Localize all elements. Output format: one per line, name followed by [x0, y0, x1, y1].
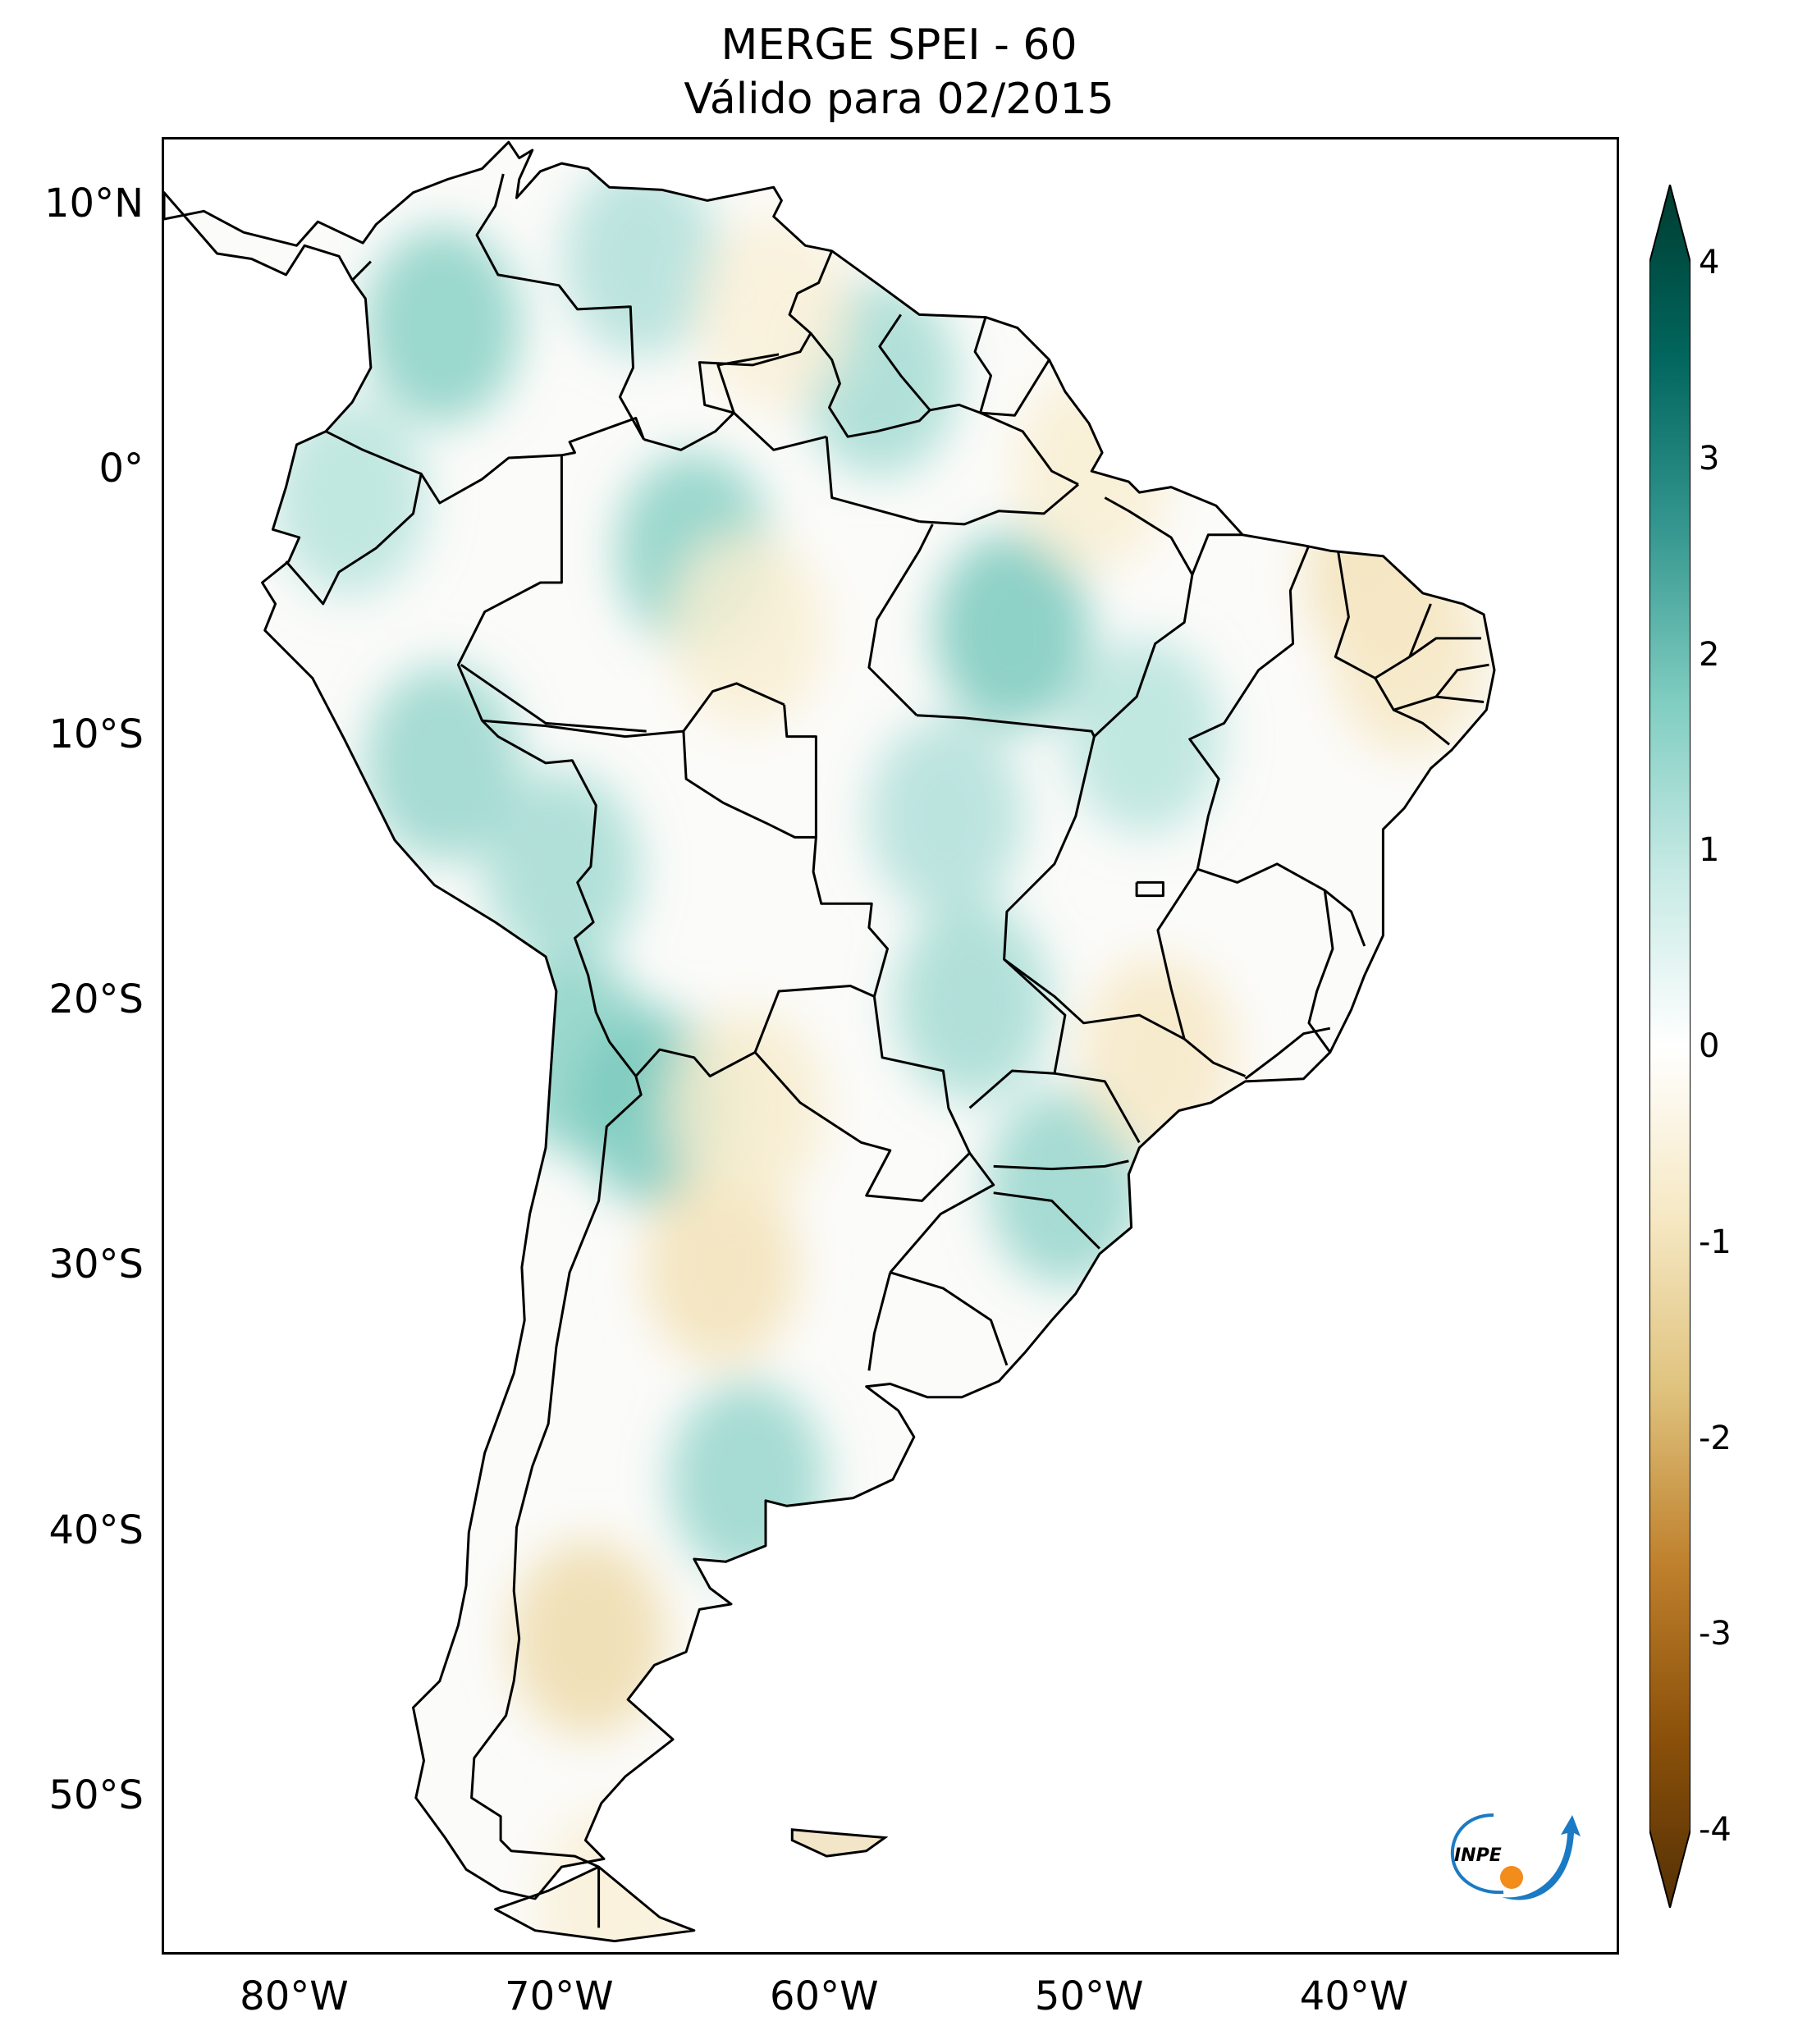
latitude-tick-label: 20°S [48, 976, 144, 1022]
border-segment [993, 1159, 1129, 1171]
dry-anomaly-blob [643, 1168, 799, 1366]
border-segment [890, 1271, 1009, 1366]
land-fill [164, 142, 1494, 1941]
border-segment [917, 714, 1096, 738]
border-segment [1408, 637, 1481, 658]
colorbar [1649, 185, 1690, 1908]
longitude-tick-label: 70°W [505, 1973, 614, 2019]
border-segment [1374, 677, 1451, 746]
border-segment [460, 663, 647, 733]
colorbar-tick-label: 1 [1699, 831, 1720, 870]
border-segment [1003, 496, 1247, 1077]
colorbar-tick-label: 3 [1699, 439, 1720, 478]
colorbar-tick-label: 0 [1699, 1027, 1720, 1065]
wet-anomaly-blob [934, 532, 1091, 729]
map-title: MERGE SPEI - 60 [721, 21, 1077, 70]
border-segment [867, 1272, 892, 1371]
political-borders [285, 173, 1489, 1928]
latitude-tick-label: 50°S [48, 1772, 144, 1818]
dry-anomaly-blob [669, 1009, 826, 1207]
colorbar-tick-label: -4 [1699, 1811, 1732, 1849]
border-segment [929, 317, 992, 414]
latitude-tick-label: 30°S [48, 1241, 144, 1288]
dry-anomaly-blob [669, 532, 826, 729]
dry-anomaly-blob [510, 1540, 666, 1737]
border-segment [643, 250, 834, 451]
longitude-tick-label: 80°W [240, 1973, 349, 2019]
border-segment [285, 473, 423, 606]
border-segment [889, 1152, 995, 1273]
border-segment [351, 260, 372, 281]
border-segment [993, 1191, 1100, 1250]
border-segment [919, 483, 1079, 526]
colorbar-tick-label: -1 [1699, 1223, 1732, 1261]
wet-anomaly-blob [483, 771, 640, 968]
logo-text: INPE [1454, 1845, 1502, 1866]
colorbar-tick-label: 4 [1699, 244, 1720, 281]
colorbar-tick-label: -2 [1699, 1419, 1732, 1457]
latitude-tick-label: 10°S [48, 711, 144, 757]
wet-anomaly-blob [364, 664, 521, 862]
border-segment [1244, 1027, 1331, 1080]
border-segment [867, 524, 934, 716]
logo-orange-dot [1500, 1866, 1523, 1889]
coastline [164, 140, 1496, 1943]
logo-swoosh [1502, 1815, 1581, 1900]
border-segment [753, 1051, 971, 1202]
border-segment [716, 353, 827, 451]
wet-anomaly-blob [1066, 638, 1223, 835]
colorbar-gradient [1649, 185, 1690, 1908]
border-segment [1191, 533, 1243, 575]
border-segment [1188, 545, 1311, 817]
border-segment [482, 719, 889, 997]
latitude-tick-label: 0° [98, 446, 144, 492]
border-segment [1054, 1072, 1141, 1144]
colorbar-tick-label: -3 [1699, 1615, 1732, 1653]
border-segment [783, 704, 817, 838]
map-panel [162, 137, 1619, 1955]
wet-anomaly-blob [867, 717, 1024, 915]
wet-anomaly-blob [364, 226, 521, 424]
border-segment [634, 985, 876, 1077]
border-segment [682, 682, 785, 732]
inpe-logo: INPE [1450, 1813, 1581, 1900]
longitude-tick-label: 60°W [769, 1973, 879, 2019]
longitude-tick-label: 50°W [1034, 1973, 1144, 2019]
logo-arc-inner [1450, 1813, 1504, 1895]
border-segment [1135, 880, 1164, 898]
border-segment [456, 417, 645, 1868]
falkland-islands [790, 1828, 889, 1858]
spei-anomaly-field [272, 160, 1488, 1941]
border-segment [1334, 550, 1432, 679]
colorbar-tick-label: 2 [1699, 635, 1720, 674]
border-segment [979, 411, 1079, 486]
latitude-tick-label: 40°S [48, 1507, 144, 1553]
border-segment [809, 313, 931, 438]
border-segment [325, 430, 562, 505]
border-segment [872, 996, 971, 1154]
border-segment [1196, 816, 1366, 947]
border-segment [980, 359, 1050, 417]
border-segment [1434, 663, 1489, 698]
latitude-tick-label: 10°N [44, 180, 144, 226]
border-segment [475, 173, 645, 441]
wet-anomaly-blob [986, 1089, 1143, 1287]
map-subtitle: Válido para 02/2015 [684, 75, 1114, 124]
wet-anomaly-blob [272, 399, 428, 597]
border-segment [1307, 889, 1334, 1054]
border-segment [1156, 868, 1199, 1040]
longitude-tick-label: 40°W [1299, 1973, 1409, 2019]
south-america-map [164, 139, 1617, 1952]
border-segment [825, 437, 920, 524]
wet-anomaly-blob [894, 903, 1050, 1100]
